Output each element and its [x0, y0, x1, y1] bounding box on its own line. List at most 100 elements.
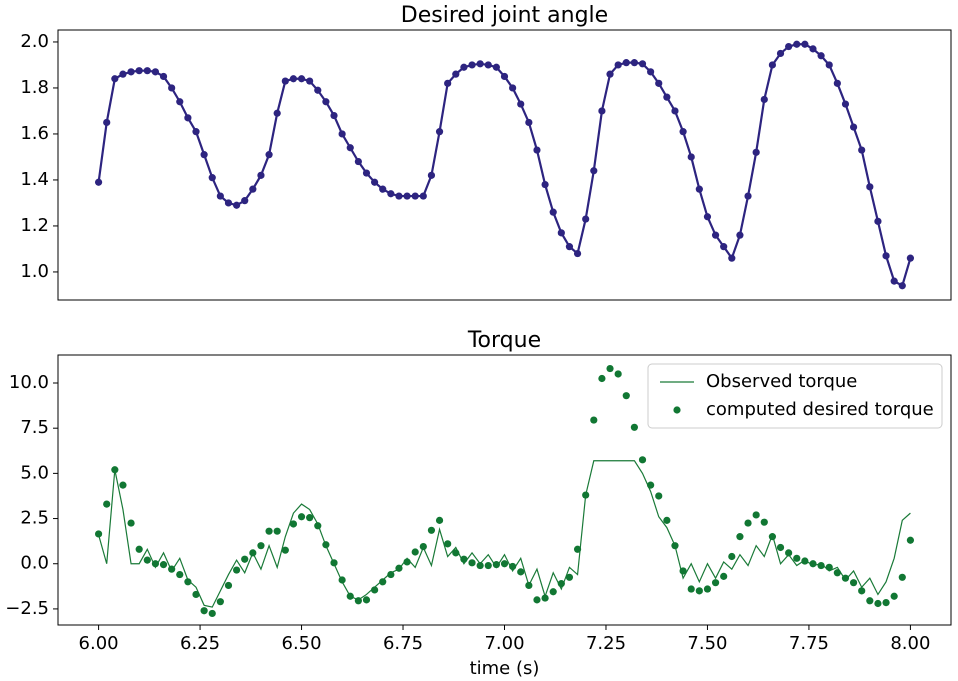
data-point	[395, 192, 403, 200]
data-point	[752, 511, 760, 519]
data-point	[297, 513, 306, 521]
data-point	[509, 84, 517, 92]
legend-swatch	[673, 406, 681, 414]
data-point	[655, 79, 663, 87]
data-point	[809, 560, 817, 568]
data-point	[549, 588, 557, 596]
x-axis-label: time (s)	[470, 658, 540, 679]
y-tick-label: −2.5	[5, 598, 49, 619]
data-point	[841, 100, 850, 108]
data-point	[143, 556, 151, 564]
data-point	[208, 174, 216, 182]
data-point	[338, 576, 346, 584]
data-point	[419, 192, 427, 200]
data-point	[614, 61, 622, 69]
data-point	[565, 573, 574, 581]
y-tick-label: 2.0	[20, 31, 49, 52]
data-point	[622, 392, 630, 400]
data-point	[703, 213, 712, 221]
data-point	[460, 555, 468, 563]
data-point	[216, 598, 224, 606]
data-point	[460, 63, 468, 71]
data-point	[533, 596, 541, 604]
data-point	[817, 561, 825, 570]
y-tick-label: 0.0	[20, 553, 49, 574]
data-point	[354, 157, 362, 166]
data-point	[647, 481, 655, 489]
data-point	[135, 545, 143, 553]
data-point	[890, 592, 898, 600]
data-point	[728, 552, 736, 561]
data-point	[257, 171, 265, 179]
data-point	[306, 514, 314, 522]
data-point	[289, 75, 298, 83]
data-point	[817, 52, 825, 60]
data-point	[111, 75, 119, 83]
data-point	[500, 560, 509, 568]
data-point	[598, 374, 606, 383]
data-point	[322, 541, 330, 549]
data-point	[94, 530, 103, 538]
x-tick-label: 7.00	[484, 633, 524, 654]
data-point	[874, 217, 882, 225]
data-point	[387, 190, 395, 198]
data-point	[793, 40, 801, 48]
data-point	[517, 568, 525, 576]
data-point	[785, 42, 793, 51]
data-point	[825, 61, 833, 69]
data-point	[200, 151, 208, 159]
data-point	[468, 61, 476, 69]
data-point	[151, 560, 160, 568]
data-point	[606, 70, 614, 78]
data-point	[192, 590, 200, 599]
data-point	[119, 481, 127, 489]
legend-label: computed desired torque	[706, 399, 934, 420]
data-point	[273, 527, 281, 535]
data-point	[354, 597, 362, 605]
data-point	[663, 516, 671, 524]
data-point	[679, 128, 687, 136]
data-point	[346, 144, 354, 152]
data-point	[557, 580, 565, 588]
data-point	[638, 456, 647, 464]
data-point	[663, 93, 671, 101]
y-tick-label: 1.2	[20, 215, 49, 236]
data-point	[760, 95, 768, 104]
x-tick-label: 6.50	[282, 633, 322, 654]
data-point	[898, 282, 906, 290]
plot-area	[58, 30, 951, 300]
data-point	[825, 563, 833, 571]
y-tick-label: 1.8	[20, 77, 49, 98]
x-tick-label: 6.75	[383, 633, 423, 654]
data-point	[760, 518, 768, 526]
data-point	[874, 599, 882, 608]
data-point	[736, 231, 744, 239]
data-point	[241, 197, 249, 205]
data-point	[281, 77, 289, 85]
y-tick-label: 2.5	[20, 508, 49, 529]
data-point	[176, 570, 184, 579]
data-point	[200, 607, 208, 615]
data-point	[841, 574, 850, 582]
data-point	[573, 545, 582, 553]
data-point	[208, 609, 216, 618]
data-point	[898, 573, 906, 581]
data-point	[509, 562, 517, 571]
data-line	[98, 460, 911, 608]
x-tick-label: 6.25	[180, 633, 220, 654]
data-point	[671, 107, 679, 115]
x-tick-label: 7.75	[789, 633, 829, 654]
data-point	[297, 75, 306, 83]
y-tick-label: 1.0	[20, 261, 49, 282]
data-point	[598, 107, 606, 115]
data-point	[882, 598, 890, 607]
data-point	[419, 542, 427, 551]
data-point	[492, 561, 500, 569]
data-point	[582, 491, 590, 499]
data-point	[135, 67, 143, 75]
data-point	[444, 79, 452, 87]
data-point	[427, 171, 436, 179]
data-point	[403, 558, 411, 566]
axes-frame	[57, 354, 952, 626]
data-point	[695, 185, 703, 193]
